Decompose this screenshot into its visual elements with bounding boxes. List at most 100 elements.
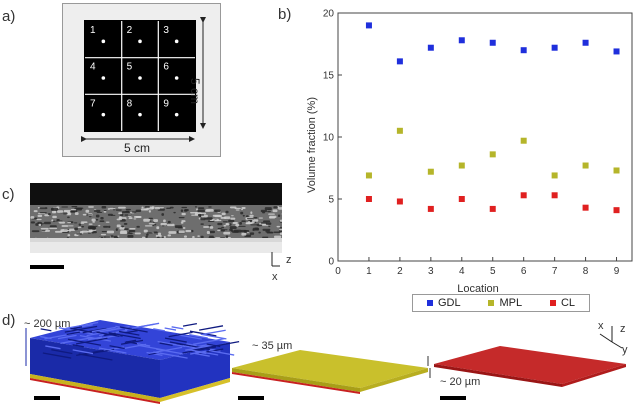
mpl-thickness-label: ~ 35 µm (252, 340, 293, 352)
legend-label-mpl: MPL (499, 297, 523, 309)
sample-point-5 (138, 76, 142, 80)
scale-bar-d2 (238, 396, 264, 400)
scale-bar-d3 (440, 396, 466, 400)
cell-number-5: 5 (127, 62, 133, 73)
point-cl-3 (427, 205, 434, 212)
legend-label-cl: CL (560, 297, 576, 309)
point-gdl-5 (489, 39, 496, 46)
cell-number-7: 7 (90, 98, 96, 109)
axis-x-label-c: x (272, 271, 278, 283)
cell-number-8: 8 (127, 98, 133, 109)
point-gdl-8 (582, 39, 589, 46)
legend-marker-gdl (426, 300, 433, 306)
cross-section-image (30, 183, 282, 253)
y-tick-label-20: 20 (323, 9, 335, 20)
sample-point-9 (174, 112, 179, 117)
mpl-block (232, 350, 428, 394)
x-tick-label-4: 4 (459, 266, 465, 277)
x-tick-label-5: 5 (490, 266, 496, 277)
point-gdl-1 (365, 22, 372, 29)
cell-number-2: 2 (127, 25, 133, 36)
point-gdl-3 (427, 44, 434, 51)
layer-renderings (25, 320, 626, 404)
axis-triad-d (599, 326, 623, 349)
legend-item-gdl: GDL (426, 297, 461, 309)
axis-z-label-c: z (286, 254, 292, 266)
chart-x-axis-label: Location (457, 283, 499, 295)
sample-point-8 (138, 112, 142, 117)
x-tick-label-6: 6 (521, 266, 527, 277)
axis-z-label-d: z (620, 323, 626, 335)
y-tick-label-10: 10 (323, 133, 335, 144)
y-tick-label-5: 5 (328, 195, 334, 206)
point-gdl-4 (458, 37, 465, 44)
cl-thickness-label: ~ 20 µm (440, 376, 481, 388)
panel-a-label: a) (2, 8, 16, 25)
point-gdl-9 (613, 48, 620, 55)
width-label: 5 cm (124, 141, 151, 155)
volume-fraction-chart: 0 1 2 3 4 5 6 7 8 9 0 5 10 15 20 Volume fraction (%) L… (306, 9, 633, 295)
legend-label-gdl: GDL (437, 297, 461, 309)
scale-bar-c (30, 265, 64, 269)
point-mpl-1 (365, 172, 372, 179)
point-gdl-6 (520, 47, 527, 54)
point-cl-7 (551, 192, 558, 199)
legend-item-mpl: MPL (488, 297, 522, 309)
cell-number-1: 1 (90, 25, 96, 36)
cell-number-4: 4 (90, 62, 96, 73)
cross-section-svg (30, 183, 282, 253)
sample-point-6 (174, 76, 179, 80)
point-mpl-6 (520, 137, 527, 144)
point-mpl-7 (551, 172, 558, 179)
legend-marker-cl (549, 300, 556, 306)
point-gdl-7 (551, 44, 558, 51)
point-cl-5 (489, 205, 496, 212)
cell-number-9: 9 (163, 98, 169, 109)
sample-point-1 (101, 39, 106, 44)
x-tick-label-2: 2 (397, 266, 403, 277)
x-tick-label-8: 8 (583, 266, 589, 277)
axis-x-label-d: x (598, 320, 604, 332)
gdl-thickness-label: ~ 200 µm (24, 318, 71, 330)
x-tick-label-1: 1 (366, 266, 372, 277)
legend-item-cl: CL (549, 297, 576, 309)
point-mpl-9 (613, 167, 620, 174)
chart-plot-frame (337, 12, 633, 262)
cl-block (434, 346, 626, 387)
sample-point-7 (101, 112, 106, 117)
point-mpl-4 (458, 162, 465, 169)
point-cl-2 (396, 198, 403, 205)
x-tick-label-0: 0 (335, 266, 341, 277)
panel-c-label: c) (2, 186, 15, 203)
width-dimension-arrow (81, 136, 195, 142)
point-cl-6 (520, 192, 527, 199)
point-cl-4 (458, 196, 465, 202)
cell-number-6: 6 (163, 62, 169, 73)
y-tick-label-15: 15 (323, 71, 335, 82)
point-mpl-2 (396, 127, 403, 134)
x-tick-label-9: 9 (614, 266, 620, 277)
point-mpl-8 (582, 162, 589, 169)
point-gdl-2 (396, 58, 403, 65)
chart-y-axis-label: Volume fraction (%) (306, 97, 318, 193)
height-label: 5 cm (188, 78, 202, 105)
panel-d-label: d) (2, 312, 16, 329)
gdl-block (30, 320, 240, 404)
location-grid: 1 2 3 4 5 6 7 8 9 (84, 20, 196, 132)
axis-y-label-d: y (622, 344, 628, 356)
chart-legend: GDL MPL CL (412, 294, 590, 312)
legend-marker-mpl (488, 300, 495, 306)
sample-point-3 (174, 39, 179, 44)
point-cl-1 (365, 196, 372, 202)
height-dimension-arrow (200, 17, 206, 129)
x-tick-label-7: 7 (552, 266, 558, 277)
point-cl-8 (582, 204, 589, 211)
cell-number-3: 3 (163, 25, 169, 36)
point-mpl-5 (489, 151, 496, 158)
point-mpl-3 (427, 168, 434, 175)
scale-bar-d1 (34, 396, 60, 400)
x-tick-label-3: 3 (428, 266, 434, 277)
axis-indicator-c (271, 252, 280, 267)
y-tick-label-0: 0 (328, 257, 334, 268)
sample-point-2 (138, 39, 142, 44)
